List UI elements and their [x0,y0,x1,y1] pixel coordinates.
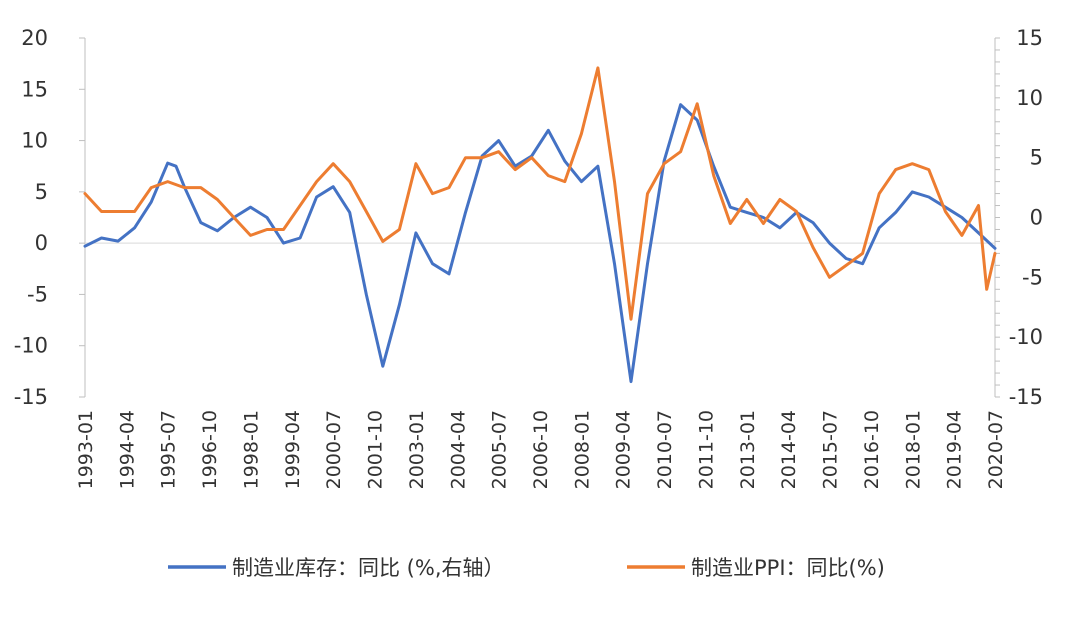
left-tick-label: 15 [21,77,48,101]
left-tick-label: -5 [27,282,48,306]
x-tick-label: 2016-10 [861,410,883,489]
left-tick-label: 0 [35,231,48,255]
x-tick-label: 2013-01 [737,410,759,489]
x-tick-label: 2003-01 [406,410,428,489]
right-tick-label: 5 [1030,146,1043,170]
series-layer [83,66,997,384]
x-tick-label: 2004-04 [447,410,469,489]
inventory-series-line [83,103,997,384]
x-tick-label: 2020-07 [985,410,1007,489]
x-tick-label: 2014-04 [778,410,800,489]
x-tick-label: 1995-07 [158,410,180,489]
x-tick-label: 1998-01 [240,410,262,489]
ppi-series-line [83,66,997,321]
legend-label: 制造业库存：同比 (%,右轴） [232,556,505,580]
right-tick-label: -5 [1022,265,1043,289]
right-tick-label: 0 [1030,206,1043,230]
left-tick-label: 20 [21,26,48,50]
x-tick-label: 2001-10 [365,410,387,489]
right-y-axis: 15 10 5 0 -5 -10 -15 [994,26,1043,409]
right-tick-label: 10 [1016,86,1043,110]
x-tick-label: 2005-07 [489,410,511,489]
legend: 制造业库存：同比 (%,右轴） 制造业PPI：同比(%) [168,556,885,580]
x-tick-label: 2008-01 [571,410,593,489]
left-tick-label: 5 [35,180,48,204]
left-y-axis: 20 15 10 5 0 -5 -10 -15 [14,26,86,409]
left-tick-label: -10 [14,334,48,358]
x-tick-label: 2000-07 [323,410,345,489]
x-tick-label: 2010-07 [654,410,676,489]
x-tick-label: 1994-04 [116,410,138,489]
left-tick-label: -15 [14,385,48,409]
left-tick-label: 10 [21,129,48,153]
x-tick-label: 2015-07 [820,410,842,489]
x-tick-label: 1993-01 [75,410,97,489]
x-tick-label: 2019-04 [944,410,966,489]
x-tick-label: 2018-01 [902,410,924,489]
x-tick-label: 2006-10 [530,410,552,489]
x-tick-label: 2011-10 [695,410,717,489]
right-tick-label: -15 [1009,385,1043,409]
legend-label: 制造业PPI：同比(%) [691,556,885,580]
x-tick-label: 1996-10 [199,410,221,489]
x-tick-label: 1999-04 [282,410,304,489]
right-tick-label: -10 [1009,325,1043,349]
x-tick-label: 2009-04 [613,410,635,489]
right-tick-label: 15 [1016,26,1043,50]
x-axis: 1993-01 1994-04 1995-07 1996-10 1998-01 1999-… [75,242,1007,489]
